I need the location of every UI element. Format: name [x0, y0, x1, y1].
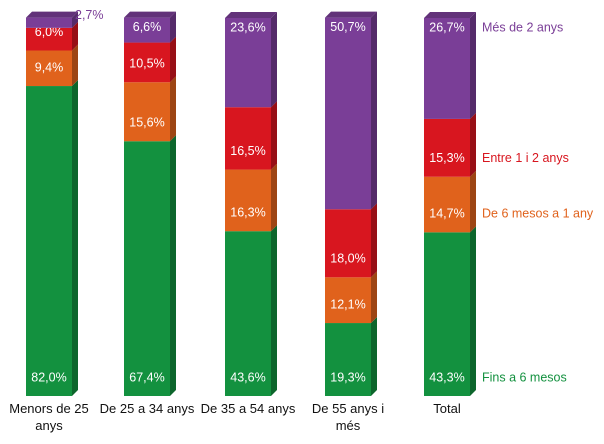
data-label: 50,7% — [330, 20, 365, 34]
bar-side — [371, 203, 377, 278]
bar-side — [470, 170, 476, 233]
bar-segment — [225, 18, 271, 108]
bar-side — [371, 271, 377, 324]
data-label: 10,5% — [129, 57, 164, 71]
data-label: 26,7% — [429, 20, 464, 34]
bar-segment — [325, 17, 371, 210]
bar-segment — [124, 42, 170, 83]
data-label: 16,3% — [230, 205, 265, 219]
bar-side — [271, 101, 277, 170]
bar-segment — [26, 17, 72, 28]
x-tick-label: De 35 a 54 anys — [200, 401, 296, 416]
bar-top — [124, 11, 176, 18]
data-label: 15,3% — [429, 151, 464, 165]
bar-side — [371, 317, 377, 396]
legend-label: Més de 2 anys — [482, 20, 563, 34]
bar-top — [26, 11, 78, 18]
bar-side — [271, 225, 277, 396]
data-label: 23,6% — [230, 20, 265, 34]
data-label: 12,1% — [330, 297, 365, 311]
bar-side — [170, 76, 176, 142]
bar-side — [470, 226, 476, 396]
x-tick-label: De 55 anys i més — [311, 401, 385, 433]
data-label: 6,0% — [35, 25, 64, 39]
data-label: 15,6% — [129, 116, 164, 130]
bar-segment — [424, 176, 470, 233]
bar-top — [424, 12, 476, 18]
bar-side — [72, 11, 78, 28]
legend-label: Entre 1 i 2 anys — [482, 151, 569, 165]
bar-side — [470, 12, 476, 119]
data-label: 82,0% — [31, 370, 66, 384]
bar-top — [225, 12, 277, 18]
bar-side — [170, 11, 176, 43]
bar-segment — [325, 209, 371, 278]
bar-segment — [124, 17, 170, 43]
x-tick-label: De 25 a 34 anys — [99, 401, 195, 416]
data-label: 43,3% — [429, 370, 464, 384]
bar-segment — [124, 141, 170, 396]
data-label: 6,6% — [133, 20, 162, 34]
legend-label: Fins a 6 mesos — [482, 370, 567, 384]
bar-segment — [424, 118, 470, 177]
data-label: 19,3% — [330, 370, 365, 384]
data-label: 67,4% — [129, 370, 164, 384]
bar-segment — [424, 232, 470, 396]
bar-side — [72, 80, 78, 396]
legend-label: De 6 mesos a 1 any — [482, 207, 594, 221]
data-label: 14,7% — [429, 207, 464, 221]
bar-side — [72, 21, 78, 51]
bar-segment — [325, 323, 371, 396]
bar-side — [72, 44, 78, 87]
bar-side — [271, 12, 277, 108]
x-tick-label: Total — [433, 401, 461, 416]
data-label: 2,7% — [75, 8, 104, 22]
bar-segment — [225, 169, 271, 232]
x-tick-label: Menors de 25 anys — [9, 401, 89, 433]
bar-segment — [225, 231, 271, 396]
bar-top — [325, 11, 377, 18]
bar-side — [470, 112, 476, 177]
bar-segment — [26, 27, 72, 51]
bar-side — [271, 163, 277, 232]
bar-segment — [325, 277, 371, 324]
data-label: 9,4% — [35, 60, 64, 74]
bar-segment — [424, 18, 470, 119]
bar-segment — [26, 86, 72, 396]
bar-side — [371, 11, 377, 210]
bar-segment — [124, 82, 170, 142]
data-label: 18,0% — [330, 252, 365, 266]
bar-side — [170, 36, 176, 83]
data-label: 43,6% — [230, 370, 265, 384]
data-label: 16,5% — [230, 144, 265, 158]
bar-segment — [225, 107, 271, 170]
bar-segment — [26, 50, 72, 87]
bar-side — [170, 135, 176, 396]
